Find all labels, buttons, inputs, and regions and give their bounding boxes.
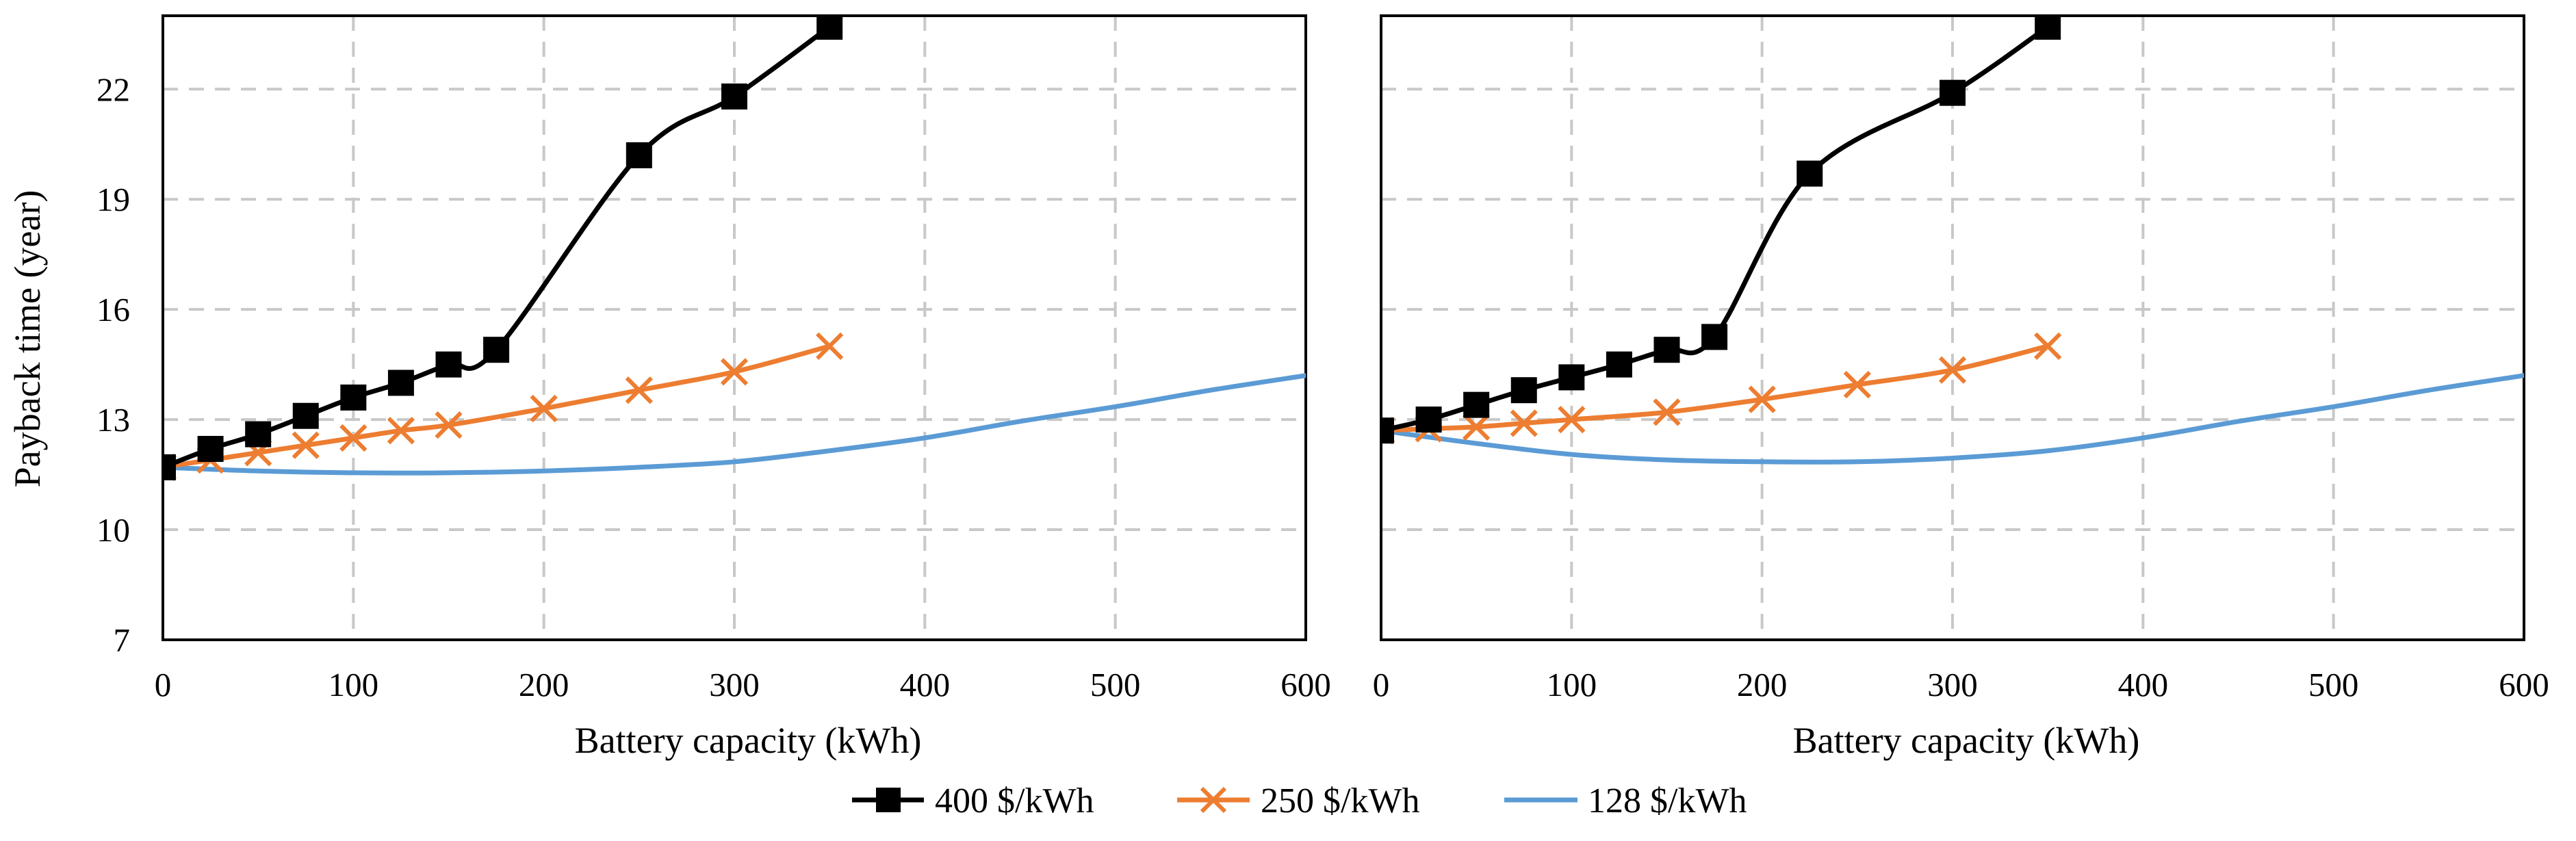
- y-tick-label: 22: [96, 70, 130, 108]
- right-panel: 0 100 200 300 400 500 600 Battery capacity (kWh…: [1373, 14, 2549, 761]
- data-point-square: [1606, 351, 1632, 378]
- legend-x-marker: [1200, 786, 1227, 814]
- data-point-x: [339, 424, 368, 452]
- legend-label-128: 128 $/kWh: [1588, 781, 1747, 820]
- series-line: [1381, 373, 2524, 465]
- data-point-x: [1748, 385, 1776, 413]
- data-point-square: [197, 436, 224, 463]
- legend-label-400: 400 $/kWh: [935, 781, 1094, 820]
- x-tick-label: 100: [1547, 666, 1597, 703]
- data-point-square: [483, 337, 510, 363]
- x-tick-label: 500: [2308, 666, 2359, 703]
- data-point-x: [1653, 398, 1681, 426]
- y-tick-label: 19: [96, 181, 130, 218]
- series-400kWh: [163, 16, 843, 480]
- data-point-x: [1843, 371, 1871, 399]
- y-tick-label: 10: [96, 511, 130, 549]
- data-point-square: [163, 454, 176, 480]
- data-point-square: [721, 83, 747, 110]
- data-point-x: [1938, 356, 1967, 384]
- legend-item-128: 128 $/kWh: [1504, 781, 1747, 820]
- x-tick-label: 300: [1927, 666, 1978, 703]
- x-tick-label: 400: [900, 666, 951, 703]
- data-point-square: [1701, 324, 1728, 350]
- data-point-square: [435, 351, 462, 378]
- data-point-square: [292, 402, 319, 429]
- plot-frame: [1380, 14, 2525, 641]
- x-tick-label: 200: [519, 666, 569, 703]
- data-point-x: [387, 417, 415, 445]
- y-axis-title: Payback time (year): [7, 190, 48, 488]
- x-tick-label: 600: [1280, 666, 1331, 703]
- legend-item-250: 250 $/kWh: [1177, 781, 1420, 820]
- y-tick-label: 16: [96, 291, 130, 328]
- x-axis-title: Battery capacity (kWh): [575, 720, 922, 761]
- data-point-square: [1796, 160, 1823, 187]
- series-line: [163, 373, 1306, 476]
- data-point-square: [1653, 337, 1680, 363]
- data-point-x: [816, 332, 844, 360]
- data-point-square: [1415, 406, 1442, 433]
- data-point-square: [1381, 417, 1394, 444]
- legend-label-250: 250 $/kWh: [1261, 781, 1420, 820]
- series-128kWh: [163, 373, 1306, 476]
- legend-square-marker: [876, 788, 901, 812]
- y-tick-label: 7: [114, 621, 131, 659]
- series-400kWh: [1381, 16, 2061, 444]
- data-point-square: [1463, 391, 1490, 418]
- data-point-x: [2034, 332, 2062, 360]
- series-250kWh: [1381, 332, 2062, 445]
- x-tick-label: 0: [155, 666, 172, 703]
- data-point-x: [435, 411, 463, 439]
- data-point-square: [1558, 364, 1585, 391]
- data-point-x: [1510, 409, 1538, 437]
- x-tick-label: 0: [1373, 666, 1390, 703]
- data-point-x: [625, 376, 653, 404]
- x-tick-label: 100: [329, 666, 379, 703]
- x-axis-title: Battery capacity (kWh): [1793, 720, 2140, 761]
- data-point-square: [2035, 16, 2061, 40]
- data-point-square: [245, 421, 272, 448]
- data-point-x: [1558, 405, 1586, 434]
- data-point-square: [1510, 377, 1537, 404]
- data-point-square: [626, 142, 652, 168]
- data-point-x: [292, 431, 320, 459]
- data-point-square: [1940, 79, 1966, 106]
- data-point-x: [1463, 413, 1491, 441]
- series-128kWh: [1381, 373, 2524, 465]
- data-point-square: [816, 16, 843, 40]
- x-tick-label: 400: [2118, 666, 2169, 703]
- left-panel: 0 100 200 300 400 500 600 7 10 13 16 19 22 Battery ca…: [96, 14, 1331, 761]
- series-line: [1381, 344, 2050, 433]
- x-tick-label: 300: [709, 666, 760, 703]
- data-point-x: [720, 358, 749, 386]
- data-point-square: [387, 370, 414, 396]
- x-tick-label: 500: [1090, 666, 1141, 703]
- data-point-square: [340, 384, 367, 411]
- legend: 400 $/kWh 250 $/kWh 128 $/kWh: [852, 781, 1747, 820]
- legend-item-400: 400 $/kWh: [852, 781, 1094, 820]
- plot-frame: [162, 14, 1307, 641]
- x-tick-label: 600: [2499, 666, 2549, 703]
- x-tick-label: 200: [1737, 666, 1788, 703]
- data-point-x: [530, 394, 558, 423]
- y-tick-label: 13: [96, 401, 130, 439]
